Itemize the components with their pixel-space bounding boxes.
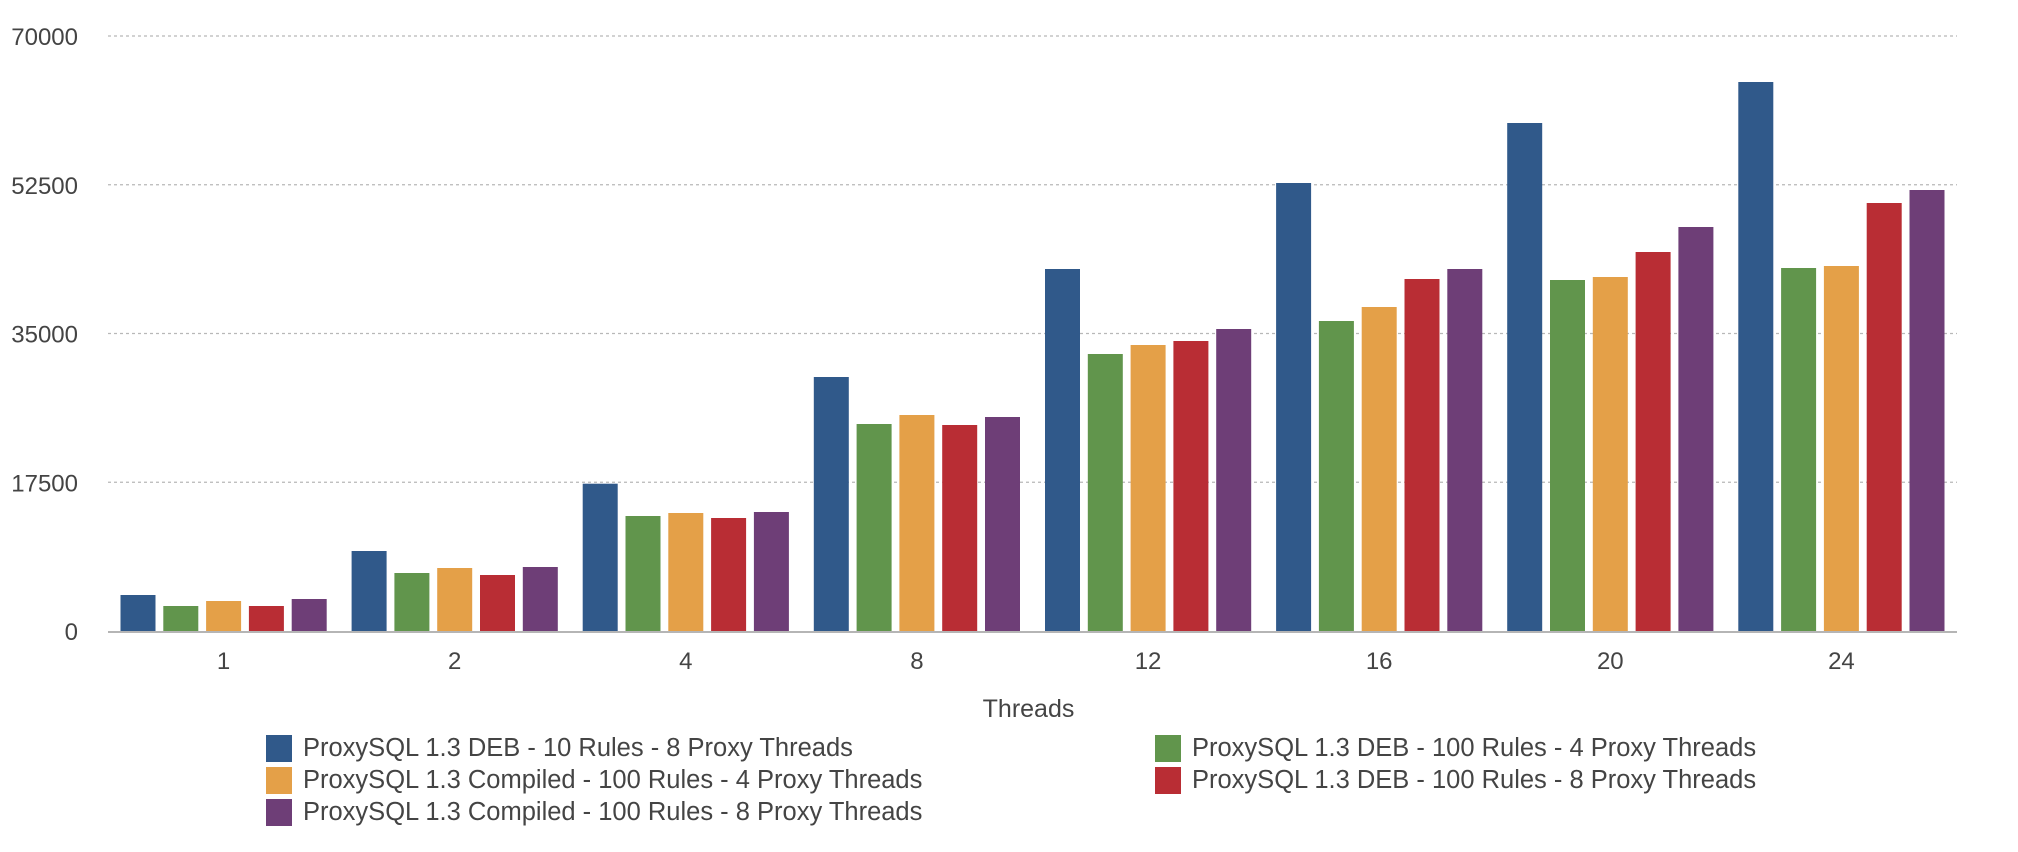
bar[interactable]: [163, 606, 199, 631]
bar[interactable]: [985, 417, 1020, 631]
legend-item[interactable]: ProxySQL 1.3 DEB - 100 Rules - 4 Proxy T…: [1155, 735, 1756, 762]
bar[interactable]: [480, 575, 515, 631]
legend-item[interactable]: ProxySQL 1.3 DEB - 100 Rules - 8 Proxy T…: [1155, 767, 1756, 794]
bar[interactable]: [1447, 269, 1483, 631]
x-tick-label: 20: [1597, 648, 1624, 675]
x-axis-ticks: 1 2 4 8 12 16 20 24: [217, 648, 1855, 675]
bar[interactable]: [582, 483, 618, 631]
bar[interactable]: [120, 595, 156, 631]
x-tick-label: 1: [217, 648, 230, 675]
legend-item[interactable]: ProxySQL 1.3 DEB - 10 Rules - 8 Proxy Th…: [266, 735, 853, 762]
bar[interactable]: [1361, 307, 1397, 631]
legend-swatch: [266, 799, 292, 826]
x-tick-label: 2: [448, 648, 461, 675]
bar[interactable]: [1276, 183, 1312, 631]
y-tick-label: 17500: [11, 470, 78, 497]
bar[interactable]: [1866, 203, 1902, 631]
legend-label: ProxySQL 1.3 DEB - 10 Rules - 8 Proxy Th…: [303, 734, 853, 762]
bar[interactable]: [1216, 329, 1252, 631]
bar[interactable]: [437, 568, 473, 631]
legend-label: ProxySQL 1.3 Compiled - 100 Rules - 4 Pr…: [303, 766, 923, 794]
legend-item[interactable]: ProxySQL 1.3 Compiled - 100 Rules - 8 Pr…: [266, 799, 922, 826]
bar[interactable]: [668, 513, 704, 631]
bar[interactable]: [1909, 190, 1945, 631]
x-tick-label: 24: [1828, 648, 1855, 675]
bar[interactable]: [1781, 268, 1817, 631]
bar[interactable]: [753, 512, 789, 631]
x-tick-label: 4: [679, 648, 692, 675]
bar[interactable]: [1635, 252, 1671, 631]
bar[interactable]: [248, 606, 284, 631]
legend-swatch: [266, 735, 292, 762]
y-axis-ticks: 0 17500 35000 52500 70000: [11, 24, 78, 646]
bar[interactable]: [1738, 82, 1774, 631]
legend-label: ProxySQL 1.3 Compiled - 100 Rules - 8 Pr…: [303, 798, 923, 826]
x-axis-label: Threads: [983, 695, 1075, 723]
bar[interactable]: [813, 377, 849, 631]
y-tick-label: 35000: [11, 322, 78, 349]
bar[interactable]: [351, 551, 387, 631]
bar[interactable]: [394, 573, 430, 631]
bars: [120, 82, 1945, 631]
bar[interactable]: [625, 516, 661, 631]
bar[interactable]: [1507, 123, 1543, 631]
bar[interactable]: [522, 567, 558, 631]
y-tick-label: 52500: [11, 173, 78, 200]
bar[interactable]: [1404, 279, 1440, 631]
bar[interactable]: [1130, 345, 1166, 631]
legend-label: ProxySQL 1.3 DEB - 100 Rules - 8 Proxy T…: [1192, 766, 1757, 794]
bar[interactable]: [1173, 341, 1209, 631]
bar[interactable]: [1087, 354, 1123, 631]
bar[interactable]: [711, 518, 747, 631]
y-tick-label: 70000: [11, 24, 78, 51]
gridlines: [108, 35, 1957, 483]
bar[interactable]: [856, 424, 892, 631]
legend: ProxySQL 1.3 DEB - 10 Rules - 8 Proxy Th…: [0, 735, 2018, 835]
bar[interactable]: [899, 415, 935, 631]
y-tick-label: 0: [65, 619, 78, 646]
bar[interactable]: [206, 601, 242, 631]
bar[interactable]: [1318, 321, 1354, 631]
x-tick-label: 16: [1366, 648, 1393, 675]
legend-swatch: [266, 767, 292, 794]
bar[interactable]: [1592, 277, 1628, 631]
legend-label: ProxySQL 1.3 DEB - 100 Rules - 4 Proxy T…: [1192, 734, 1757, 762]
bar[interactable]: [1550, 280, 1585, 631]
x-tick-label: 12: [1135, 648, 1162, 675]
bar[interactable]: [291, 599, 327, 631]
legend-swatch: [1155, 735, 1181, 762]
legend-swatch: [1155, 767, 1181, 794]
x-tick-label: 8: [910, 648, 923, 675]
legend-item[interactable]: ProxySQL 1.3 Compiled - 100 Rules - 4 Pr…: [266, 767, 922, 794]
bar[interactable]: [942, 425, 978, 631]
bar[interactable]: [1045, 269, 1080, 631]
bar[interactable]: [1678, 227, 1714, 631]
bar[interactable]: [1823, 266, 1859, 631]
